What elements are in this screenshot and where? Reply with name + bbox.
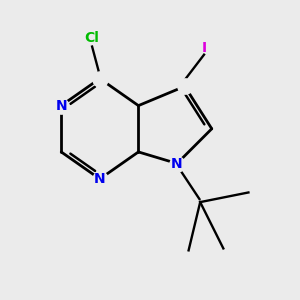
Text: N: N (56, 99, 67, 112)
Text: Cl: Cl (85, 31, 100, 45)
Text: I: I (202, 41, 207, 55)
Text: N: N (94, 172, 106, 186)
Text: N: N (171, 157, 183, 170)
